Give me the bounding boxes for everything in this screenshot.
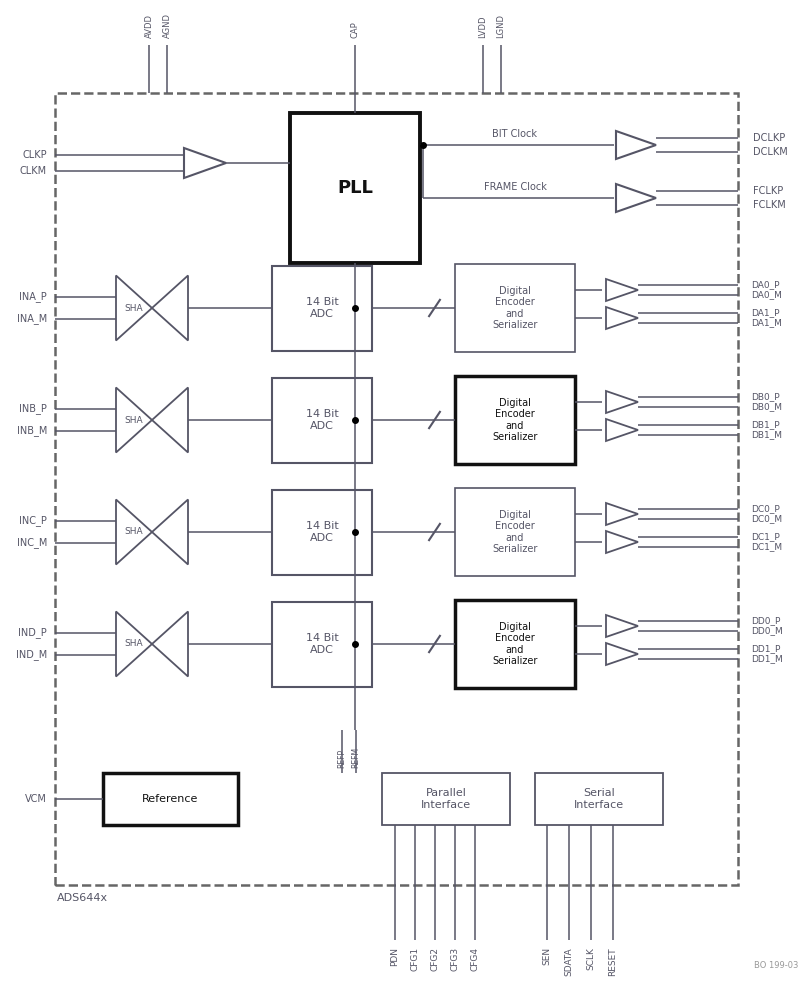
Text: SDATA: SDATA	[564, 947, 573, 975]
Text: PDN: PDN	[390, 947, 399, 966]
Text: DD1_P: DD1_P	[750, 644, 780, 653]
Text: DA1_M: DA1_M	[750, 318, 781, 327]
Text: SEN: SEN	[542, 947, 551, 965]
Text: CLKP: CLKP	[22, 150, 47, 160]
Text: DD0_M: DD0_M	[750, 626, 782, 635]
Polygon shape	[606, 615, 638, 637]
Text: Serial
Interface: Serial Interface	[573, 788, 623, 810]
Text: DA0_M: DA0_M	[750, 290, 781, 299]
Text: DB0_P: DB0_P	[750, 392, 779, 401]
Polygon shape	[115, 276, 152, 341]
Text: IND_P: IND_P	[18, 627, 47, 638]
Bar	[455, 488, 574, 576]
Text: DD0_P: DD0_P	[750, 617, 780, 625]
Text: CFG4: CFG4	[470, 947, 479, 971]
Text: SHA: SHA	[124, 303, 143, 312]
Text: 14 Bit
ADC: 14 Bit ADC	[306, 297, 338, 319]
Text: DC0_M: DC0_M	[750, 515, 781, 524]
Polygon shape	[606, 279, 638, 301]
Polygon shape	[152, 500, 188, 564]
Text: CAP: CAP	[350, 22, 359, 38]
Text: 14 Bit
ADC: 14 Bit ADC	[306, 633, 338, 655]
Text: FRAME Clock: FRAME Clock	[483, 182, 545, 192]
Text: INA_M: INA_M	[17, 313, 47, 324]
Polygon shape	[184, 148, 225, 178]
Text: DC0_P: DC0_P	[750, 505, 779, 514]
Polygon shape	[606, 307, 638, 329]
Bar	[455, 264, 574, 352]
Polygon shape	[152, 387, 188, 453]
Bar	[455, 376, 574, 464]
Text: IND_M: IND_M	[16, 649, 47, 660]
Text: SHA: SHA	[124, 416, 143, 425]
Bar	[272, 377, 371, 462]
Bar	[534, 773, 662, 825]
Text: DC1_P: DC1_P	[750, 533, 779, 541]
Text: PLL: PLL	[337, 179, 372, 197]
Text: SCLK: SCLK	[585, 947, 595, 970]
Bar	[272, 266, 371, 351]
Bar	[272, 489, 371, 574]
Text: 14 Bit
ADC: 14 Bit ADC	[306, 409, 338, 431]
Polygon shape	[606, 419, 638, 441]
Text: Digital
Encoder
and
Serializer: Digital Encoder and Serializer	[492, 286, 537, 330]
Text: DA1_P: DA1_P	[750, 308, 779, 317]
Text: ADS644x: ADS644x	[57, 893, 108, 903]
Text: BIT Clock: BIT Clock	[492, 129, 537, 139]
Text: DD1_M: DD1_M	[750, 654, 782, 664]
Polygon shape	[606, 643, 638, 665]
Polygon shape	[115, 612, 152, 677]
Text: Parallel
Interface: Parallel Interface	[420, 788, 471, 810]
Polygon shape	[615, 184, 655, 212]
Text: BO 199-03: BO 199-03	[753, 961, 797, 970]
Polygon shape	[115, 500, 152, 564]
Bar	[382, 773, 509, 825]
Polygon shape	[115, 387, 152, 453]
Text: DB1_M: DB1_M	[750, 431, 781, 440]
Polygon shape	[606, 503, 638, 525]
Bar	[290, 113, 419, 263]
Polygon shape	[152, 612, 188, 677]
Text: SHA: SHA	[124, 528, 143, 536]
Polygon shape	[615, 131, 655, 159]
Text: DCLKM: DCLKM	[752, 147, 787, 157]
Text: REFM: REFM	[351, 747, 360, 768]
Text: LVDD: LVDD	[478, 16, 487, 38]
Text: REFP: REFP	[337, 749, 346, 768]
Bar	[55, 93, 737, 885]
Text: CFG2: CFG2	[430, 947, 439, 971]
Text: DC1_M: DC1_M	[750, 542, 781, 551]
Text: FCLKM: FCLKM	[752, 200, 785, 210]
Text: CFG3: CFG3	[450, 947, 459, 971]
Text: 14 Bit
ADC: 14 Bit ADC	[306, 522, 338, 542]
Text: INB_M: INB_M	[17, 426, 47, 437]
Text: LGND: LGND	[496, 14, 505, 38]
Text: CFG1: CFG1	[410, 947, 419, 971]
Text: RESET: RESET	[608, 947, 617, 975]
Bar	[455, 600, 574, 688]
Text: AVDD: AVDD	[144, 14, 153, 38]
Text: Reference: Reference	[142, 794, 198, 804]
Text: SHA: SHA	[124, 639, 143, 648]
Text: DCLKP: DCLKP	[752, 133, 784, 143]
Text: Digital
Encoder
and
Serializer: Digital Encoder and Serializer	[492, 510, 537, 554]
Text: INC_P: INC_P	[19, 516, 47, 527]
Text: CLKM: CLKM	[20, 166, 47, 176]
Text: Digital
Encoder
and
Serializer: Digital Encoder and Serializer	[492, 397, 537, 443]
Polygon shape	[606, 391, 638, 413]
Text: AGND: AGND	[162, 13, 172, 38]
Text: Digital
Encoder
and
Serializer: Digital Encoder and Serializer	[492, 621, 537, 666]
Text: DA0_P: DA0_P	[750, 281, 779, 289]
Text: INB_P: INB_P	[19, 403, 47, 414]
Text: FCLKP: FCLKP	[752, 186, 782, 196]
Polygon shape	[606, 531, 638, 553]
Bar	[103, 773, 237, 825]
Text: INC_M: INC_M	[17, 537, 47, 548]
Polygon shape	[152, 276, 188, 341]
Text: DB0_M: DB0_M	[750, 402, 781, 411]
Text: INA_P: INA_P	[19, 291, 47, 302]
Text: VCM: VCM	[25, 794, 47, 804]
Text: DB1_P: DB1_P	[750, 421, 779, 430]
Bar	[272, 602, 371, 687]
